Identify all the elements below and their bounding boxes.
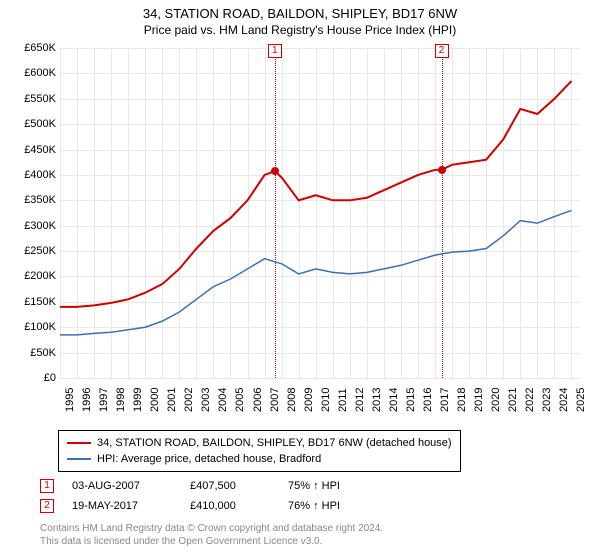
- x-axis-label: 1995: [64, 388, 76, 412]
- x-axis-label: 2007: [269, 388, 281, 412]
- sale-pct-vs-hpi: 75% ↑ HPI: [288, 480, 368, 492]
- x-axis-label: 2021: [507, 388, 519, 412]
- legend-label: HPI: Average price, detached house, Brad…: [97, 453, 321, 465]
- x-axis-label: 2013: [371, 388, 383, 412]
- footer-attribution: Contains HM Land Registry data © Crown c…: [40, 522, 383, 548]
- y-axis-label: £350K: [16, 194, 56, 206]
- sale-pct-vs-hpi: 76% ↑ HPI: [288, 500, 368, 512]
- x-axis-label: 2010: [320, 388, 332, 412]
- x-axis-label: 2019: [473, 388, 485, 412]
- x-axis-label: 2011: [337, 388, 349, 412]
- y-axis-label: £450K: [16, 144, 56, 156]
- sale-price: £410,000: [190, 500, 270, 512]
- sale-marker-box: 1: [40, 479, 54, 493]
- x-axis-label: 2014: [388, 388, 400, 412]
- sale-marker-dot: [271, 167, 279, 175]
- sale-marker-dot: [438, 166, 446, 174]
- x-axis-label: 2025: [575, 388, 587, 412]
- x-axis-label: 2001: [166, 388, 178, 412]
- y-axis-label: £250K: [16, 245, 56, 257]
- x-axis-label: 2012: [354, 388, 366, 412]
- y-axis-label: £650K: [16, 42, 56, 54]
- sale-row: 1 03-AUG-2007 £407,500 75% ↑ HPI: [40, 476, 368, 496]
- x-axis-label: 2000: [149, 388, 161, 412]
- y-axis-label: £50K: [16, 347, 56, 359]
- x-axis-label: 2015: [405, 388, 417, 412]
- footer-line-1: Contains HM Land Registry data © Crown c…: [40, 522, 383, 535]
- sale-price: £407,500: [190, 480, 270, 492]
- x-axis-label: 2018: [456, 388, 468, 412]
- x-axis-label: 2009: [303, 388, 315, 412]
- gridline-h: [60, 378, 580, 379]
- chart-titles: 34, STATION ROAD, BAILDON, SHIPLEY, BD17…: [0, 0, 600, 37]
- x-axis-label: 2002: [183, 388, 195, 412]
- x-axis-label: 2008: [286, 388, 298, 412]
- legend-item: HPI: Average price, detached house, Brad…: [67, 451, 452, 467]
- y-axis-label: £200K: [16, 270, 56, 282]
- x-axis-label: 2023: [541, 388, 553, 412]
- y-axis-label: £550K: [16, 93, 56, 105]
- x-axis-label: 2022: [524, 388, 536, 412]
- y-axis-label: £100K: [16, 321, 56, 333]
- x-axis-label: 1999: [132, 388, 144, 412]
- legend: 34, STATION ROAD, BAILDON, SHIPLEY, BD17…: [58, 430, 461, 472]
- legend-label: 34, STATION ROAD, BAILDON, SHIPLEY, BD17…: [97, 437, 452, 449]
- y-axis-label: £600K: [16, 67, 56, 79]
- y-axis-label: £500K: [16, 118, 56, 130]
- footer-line-2: This data is licensed under the Open Gov…: [40, 535, 383, 548]
- legend-color-swatch: [67, 458, 91, 460]
- sale-date: 03-AUG-2007: [72, 480, 172, 492]
- sale-marker-box: 2: [40, 499, 54, 513]
- y-axis-label: £400K: [16, 169, 56, 181]
- x-axis-label: 2024: [558, 388, 570, 412]
- series-hpi: [60, 210, 571, 334]
- plot-region: 12: [60, 48, 580, 378]
- y-axis-label: £0: [16, 372, 56, 384]
- y-axis-label: £150K: [16, 296, 56, 308]
- x-axis-label: 2005: [234, 388, 246, 412]
- x-axis-label: 2020: [490, 388, 502, 412]
- line-series-svg: [60, 48, 580, 378]
- title-address: 34, STATION ROAD, BAILDON, SHIPLEY, BD17…: [0, 6, 600, 21]
- x-axis-label: 1996: [81, 388, 93, 412]
- x-axis-label: 2004: [217, 388, 229, 412]
- legend-color-swatch: [67, 442, 91, 444]
- x-axis-label: 2003: [200, 388, 212, 412]
- x-axis-label: 1997: [98, 388, 110, 412]
- chart-area: 12 £0 £50K £100K £150K £200K £250K £300K £350K £…: [10, 48, 590, 418]
- y-axis-label: £300K: [16, 220, 56, 232]
- sales-table: 1 03-AUG-2007 £407,500 75% ↑ HPI 2 19-MAY-201…: [40, 476, 368, 516]
- legend-item: 34, STATION ROAD, BAILDON, SHIPLEY, BD17…: [67, 435, 452, 451]
- series-property: [60, 81, 571, 307]
- x-axis-label: 2006: [252, 388, 264, 412]
- title-subtitle: Price paid vs. HM Land Registry's House …: [0, 23, 600, 37]
- sale-row: 2 19-MAY-2017 £410,000 76% ↑ HPI: [40, 496, 368, 516]
- sale-date: 19-MAY-2017: [72, 500, 172, 512]
- x-axis-label: 2016: [422, 388, 434, 412]
- x-axis-label: 2017: [439, 388, 451, 412]
- x-axis-label: 1998: [115, 388, 127, 412]
